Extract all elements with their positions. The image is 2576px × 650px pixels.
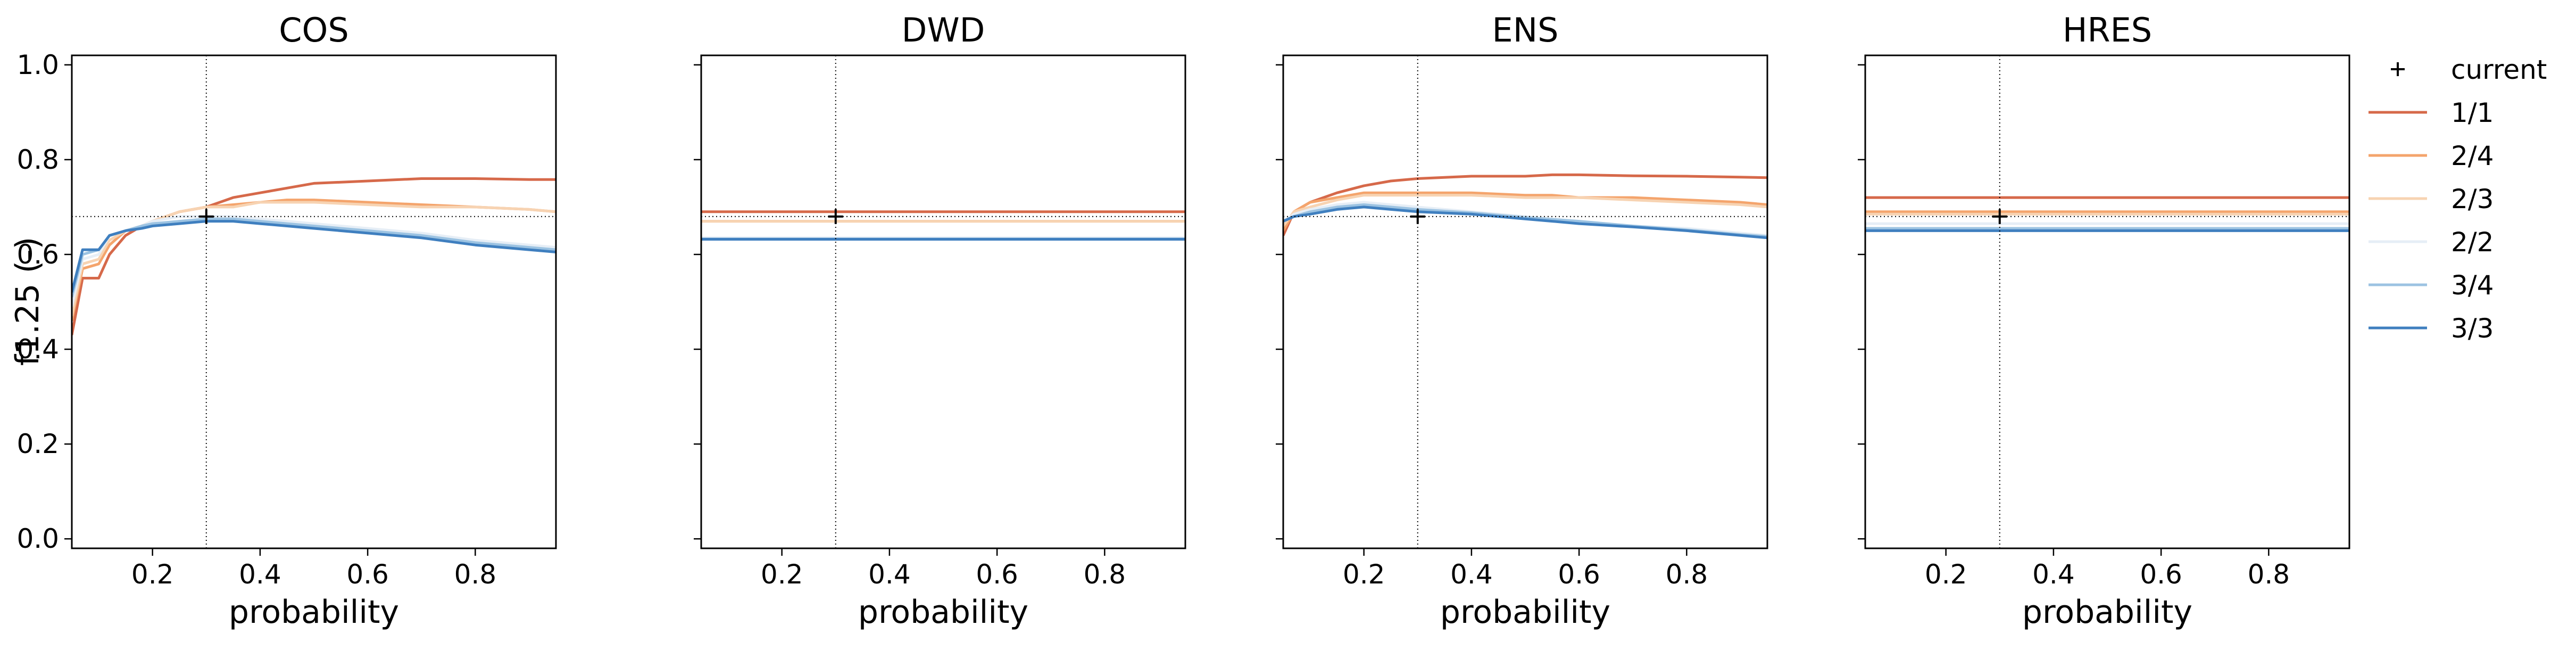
y-tick-label: 0.2	[16, 429, 59, 459]
legend-label-current: current	[2451, 54, 2547, 85]
x-tick-label: 0.4	[2032, 559, 2075, 590]
x-tick-label: 0.6	[976, 559, 1018, 590]
axes-frame	[1282, 54, 1768, 549]
x-tick-label: 0.6	[346, 559, 389, 590]
y-tick-label: 0.8	[16, 144, 59, 175]
x-tick-label: 0.4	[239, 559, 281, 590]
panel-title: DWD	[902, 11, 985, 50]
panel-hres: HRES 0.2 0.4 0.6 0.8 probability	[1858, 11, 2350, 631]
legend-label-1-1: 1/1	[2451, 97, 2494, 128]
x-tick-label: 0.4	[1450, 559, 1493, 590]
panel-title: COS	[279, 11, 348, 50]
y-tick-label: 0.6	[16, 239, 59, 270]
axes-frame	[1864, 54, 2350, 549]
axes-frame	[700, 54, 1186, 549]
x-axis-label: probability	[2022, 594, 2192, 631]
x-axis-label: probability	[858, 594, 1028, 631]
x-tick-label: 0.8	[2248, 559, 2290, 590]
x-tick-label: 0.6	[1558, 559, 1600, 590]
x-tick-label: 0.8	[1666, 559, 1708, 590]
series-line-3-3	[1283, 205, 1767, 240]
legend-label-2-4: 2/4	[2451, 141, 2494, 171]
legend-label-2-3: 2/3	[2451, 184, 2494, 215]
series-group	[1865, 55, 2349, 548]
y-tick-label: 0.0	[16, 523, 59, 554]
series-line-2-3	[1283, 194, 1767, 227]
x-axis-label: probability	[1440, 594, 1610, 631]
axes-frame	[71, 54, 557, 549]
panel-title: HRES	[2063, 11, 2152, 50]
panel-dwd: DWD 0.2 0.4 0.6 0.8 probability	[694, 11, 1186, 631]
series-line-3-3	[72, 220, 556, 293]
legend-label-3-4: 3/4	[2451, 270, 2494, 301]
x-tick-label: 0.2	[1343, 559, 1385, 590]
series-line-1-1	[1283, 173, 1767, 236]
legend: current 1/1 2/4 2/3 2/2 3/4 3/3	[2369, 54, 2547, 344]
series-group	[72, 55, 556, 548]
y-tick-label: 1.0	[16, 50, 59, 80]
legend-label-2-2: 2/2	[2451, 227, 2494, 258]
x-axis-label: probability	[229, 594, 399, 631]
x-tick-label: 0.8	[454, 559, 497, 590]
panel-ens: ENS 0.2 0.4 0.6 0.8 probability	[1276, 11, 1768, 631]
y-tick-label: 0.4	[16, 334, 59, 365]
x-tick-label: 0.2	[1925, 559, 1967, 590]
series-line-1-1	[72, 177, 556, 335]
x-tick-label: 0.6	[2140, 559, 2182, 590]
x-tick-label: 0.2	[761, 559, 803, 590]
series-group	[1283, 55, 1767, 548]
x-tick-label: 0.8	[1084, 559, 1126, 590]
x-tick-label: 0.2	[131, 559, 174, 590]
series-group	[701, 55, 1185, 548]
series-line-2-4	[1283, 191, 1767, 232]
panel-cos: COS 0.2 0.4 0.6 0.8 0.0 0.2 0.4 0.6 0.8 1.0 probabi…	[16, 11, 557, 631]
legend-label-3-3: 3/3	[2451, 313, 2494, 344]
series-line-2-3	[72, 201, 556, 317]
y-axis-label: f1.25 (-)	[9, 237, 46, 366]
x-tick-label: 0.4	[868, 559, 911, 590]
panel-title: ENS	[1492, 11, 1559, 50]
